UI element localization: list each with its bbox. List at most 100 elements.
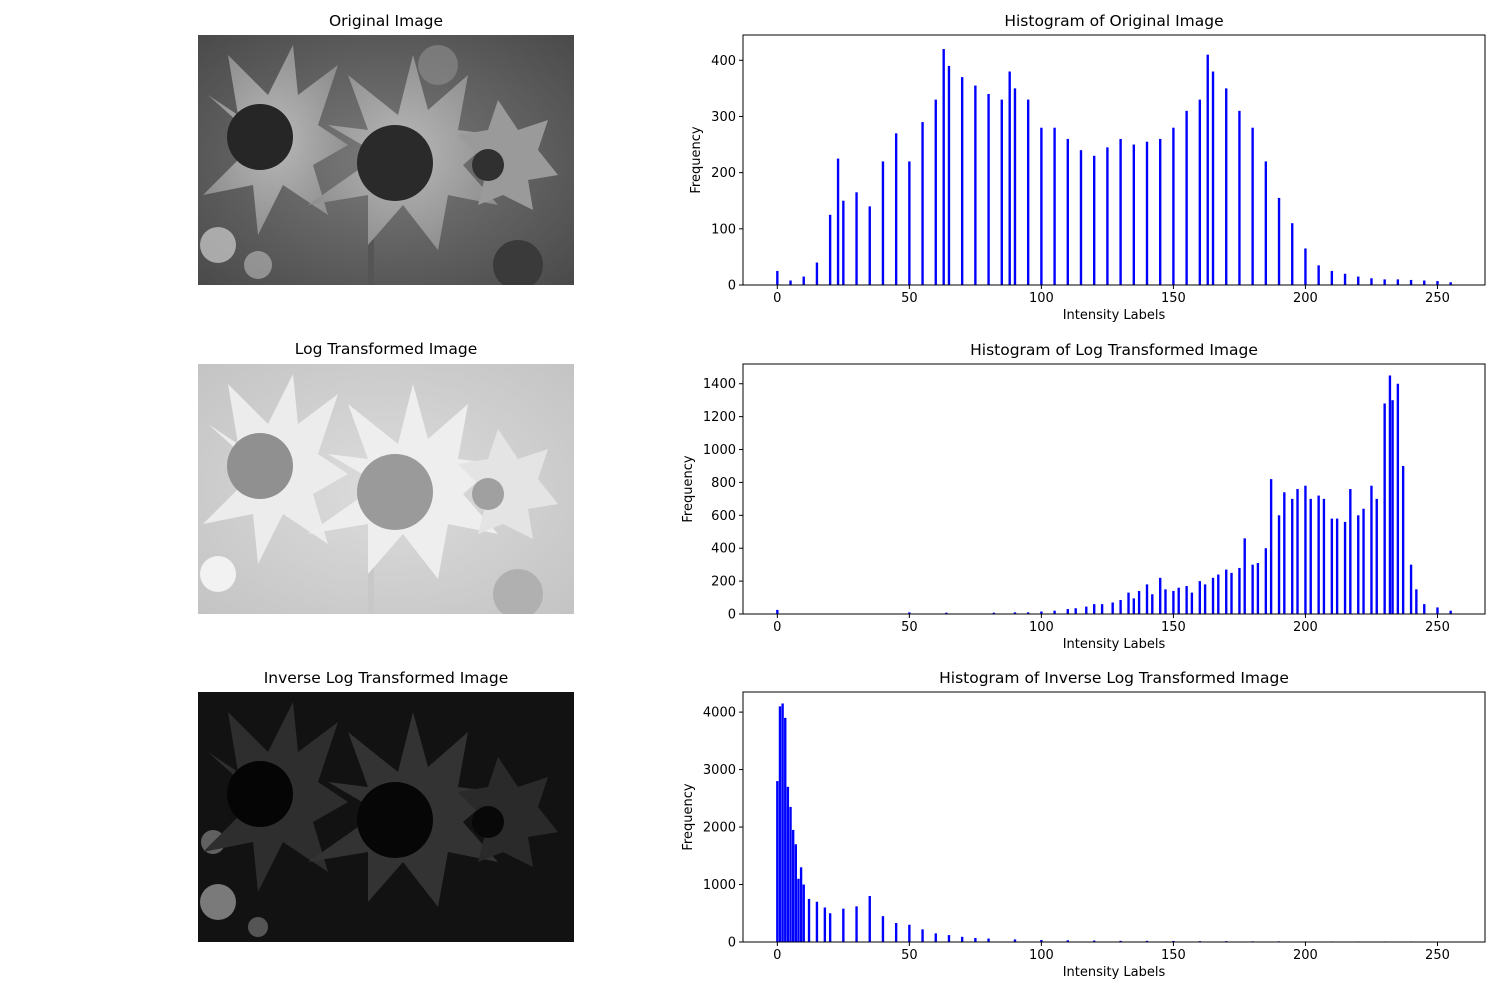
histogram-bar [1357, 276, 1360, 285]
histogram-bar [1423, 604, 1426, 614]
histogram-bar [1198, 99, 1202, 285]
histogram-bar [1026, 612, 1030, 614]
image-title: Inverse Log Transformed Image [263, 669, 509, 687]
histogram-bar [1277, 515, 1281, 614]
histogram-bar [987, 93, 990, 286]
y-tick-label: 600 [711, 509, 736, 524]
histogram-bar [1304, 485, 1307, 614]
log-transformed-image [198, 364, 574, 614]
x-tick-label: 100 [1029, 291, 1054, 306]
histogram-bar [1401, 465, 1405, 614]
histogram-bar [1132, 144, 1135, 285]
histogram-bar [1185, 110, 1188, 285]
histogram-bar [1436, 607, 1439, 614]
histogram-bar [1066, 138, 1069, 285]
y-axis-label: Frequency [681, 783, 696, 850]
histogram-bar [1159, 138, 1162, 285]
x-tick-label: 150 [1161, 620, 1186, 635]
histogram-bar [868, 206, 871, 285]
original-image [198, 35, 574, 285]
histogram-bar [1040, 611, 1043, 614]
histogram-bar [1357, 515, 1360, 614]
x-tick-label: 250 [1425, 948, 1450, 963]
histogram-bar [1238, 567, 1241, 614]
histogram-bar [1409, 564, 1413, 614]
y-tick-label: 0 [728, 936, 736, 951]
x-tick-label: 250 [1425, 620, 1450, 635]
histogram-bar [1066, 609, 1069, 614]
histogram-bar [1172, 940, 1175, 942]
x-tick-label: 100 [1029, 620, 1054, 635]
histogram-bar [1449, 282, 1452, 285]
histogram-bar [1053, 610, 1056, 614]
y-tick-label: 800 [711, 476, 736, 491]
x-tick-label: 0 [773, 291, 781, 306]
histogram-bar [1396, 279, 1400, 285]
chart-title: Histogram of Original Image [1004, 12, 1223, 30]
histogram-bar [1225, 569, 1228, 614]
histogram-bar [1159, 577, 1162, 614]
histogram-bar [921, 122, 924, 285]
y-tick-label: 0 [728, 608, 736, 623]
histogram-bar [802, 276, 805, 285]
histogram-bar [1185, 586, 1188, 614]
image-title: Log Transformed Image [294, 340, 478, 358]
histogram-bar [1383, 403, 1386, 614]
y-tick-label: 4000 [703, 706, 736, 721]
histogram-bar [881, 161, 885, 285]
histogram-bar [823, 907, 827, 942]
histogram-bar [960, 936, 964, 942]
histogram-bar [881, 916, 885, 942]
y-tick-label: 0 [728, 279, 736, 294]
histogram-bar [908, 612, 911, 614]
histogram-bar [1309, 498, 1312, 614]
histogram-bar [942, 49, 945, 285]
y-tick-label: 3000 [703, 763, 736, 778]
histogram-bar [992, 612, 996, 614]
histogram-bar [1330, 518, 1334, 614]
axes-frame [742, 34, 1486, 286]
histogram-bar [1013, 88, 1017, 286]
histogram-bar [1106, 147, 1109, 285]
histogram-bar [1013, 612, 1017, 614]
histogram-bar [1137, 590, 1141, 614]
histogram-bar [802, 884, 805, 942]
x-tick-label: 200 [1293, 620, 1318, 635]
histogram-bar [1145, 940, 1149, 942]
chart-title: Histogram of Log Transformed Image [970, 341, 1258, 359]
y-axis-label: Frequency [689, 126, 704, 193]
histogram-bar [815, 901, 819, 942]
histogram-bar [1243, 538, 1246, 614]
histogram-bar [828, 913, 832, 942]
histogram-bar [1291, 223, 1294, 285]
histogram-bar [1362, 508, 1365, 614]
histogram-bar [776, 781, 779, 942]
y-tick-label: 100 [711, 222, 736, 237]
histogram-bar [1277, 197, 1281, 285]
histogram-bar [1040, 127, 1043, 285]
histogram-bar [1066, 940, 1069, 942]
x-tick-label: 50 [901, 620, 918, 635]
y-tick-label: 200 [711, 166, 736, 181]
histogram-bar [1177, 587, 1180, 614]
x-tick-label: 250 [1425, 291, 1450, 306]
histogram-bar [836, 158, 840, 285]
histogram-bar [789, 280, 792, 285]
histogram-bar [1198, 581, 1202, 614]
histogram-bar [1317, 495, 1320, 614]
histogram-bar [1100, 604, 1104, 614]
histogram-bar [1093, 604, 1096, 614]
histogram-bar [947, 65, 951, 286]
histogram-bar [1211, 577, 1215, 614]
histogram-bar [1383, 279, 1386, 285]
histogram-bar [1026, 99, 1030, 285]
histogram-bar [934, 933, 937, 942]
y-tick-label: 1400 [703, 377, 736, 392]
histogram-bar [1127, 592, 1130, 614]
histogram-bar [1317, 265, 1320, 285]
y-tick-label: 400 [711, 542, 736, 557]
x-tick-label: 100 [1029, 948, 1054, 963]
histogram-bar [794, 844, 797, 942]
histogram-bar [1164, 589, 1167, 614]
histogram-bar [842, 200, 845, 285]
